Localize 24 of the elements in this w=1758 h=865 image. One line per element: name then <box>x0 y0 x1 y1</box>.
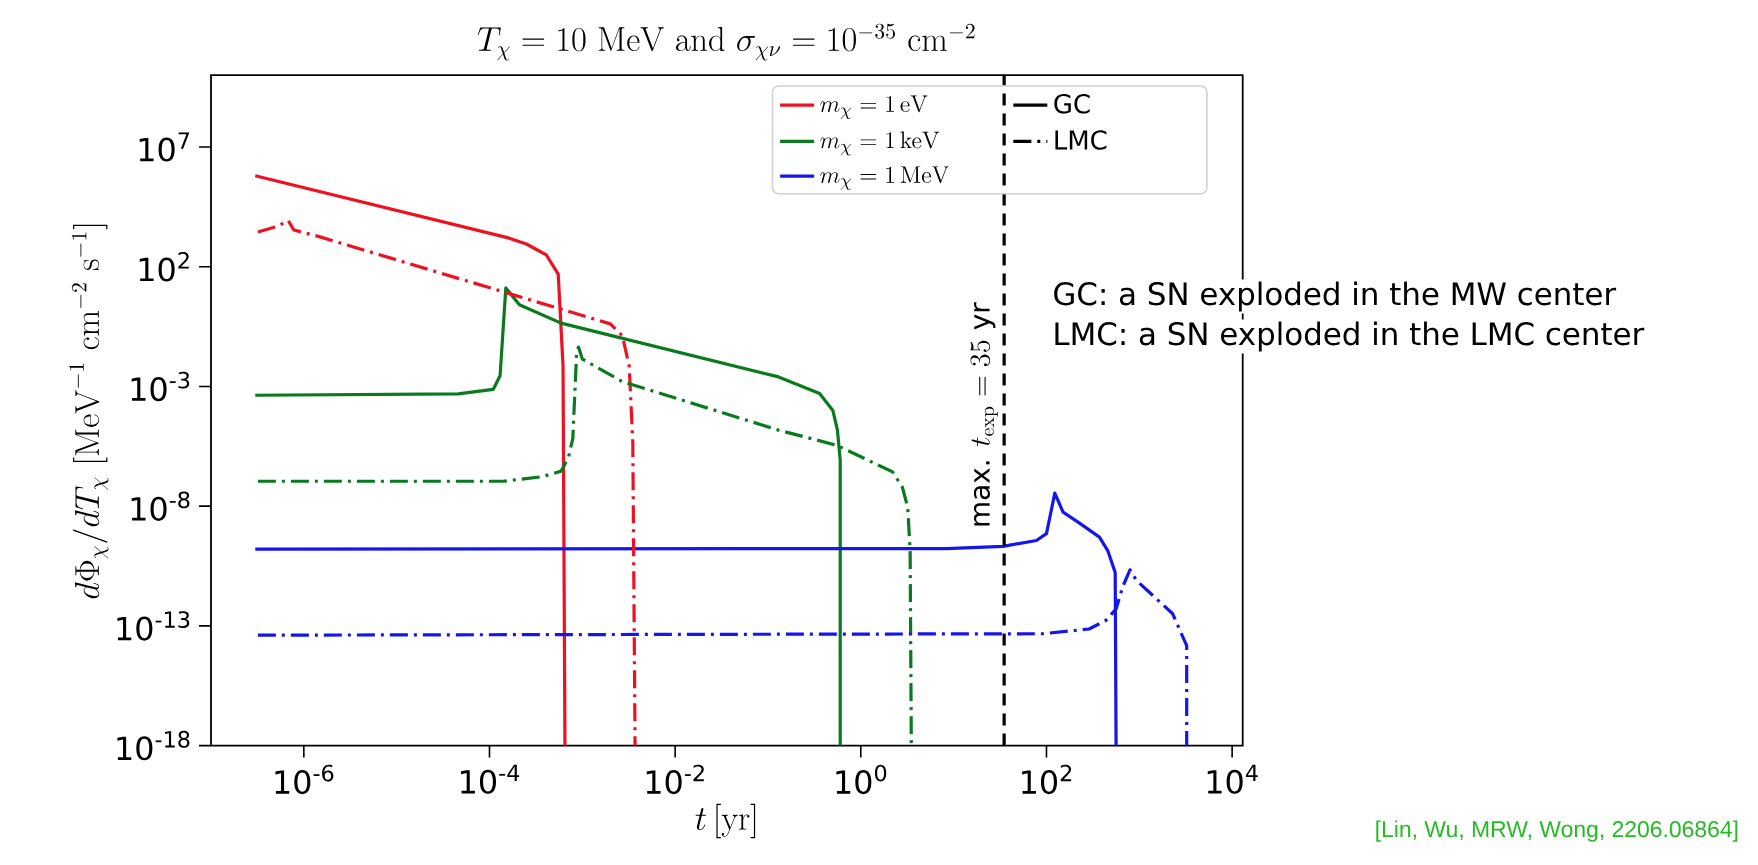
x-tick-label: 10$^{-4}$ <box>461 764 520 794</box>
ref-line-label: $\mbox{max. }t_{\mathrm{exp}} = 35\ \mbox{yr}$ <box>970 302 998 526</box>
annotation: LMC: a SN exploded in the LMC center <box>1055 321 1645 352</box>
legend-label: $m_\chi = 1\,\mathrm{MeV}$ <box>820 166 949 190</box>
chart-title: $T_\chi = 10\ \mathrm{MeV}\ \mathrm{and}\ \sigma_{\chi\nu} = 10^{-35}\ \mathrm{cm}^{-2}$ <box>477 23 975 61</box>
y-tick-label: 10$^{-18}$ <box>117 730 190 761</box>
x-tick-label: 10$^{4}$ <box>1207 764 1258 794</box>
y-tick-label: 10$^{7}$ <box>139 132 190 162</box>
legend-label: $m_\chi = 1\,\mathrm{eV}$ <box>820 95 928 120</box>
x-axis-title: $t\,[\mathrm{yr}]$ <box>695 803 756 839</box>
y-axis-title: $d\Phi_\chi/dT_\chi\ [\mathrm{MeV}^{-1}\ \mathrm{cm}^{-2}\ \mathrm{s}^{-1}]$ <box>69 224 109 599</box>
annotation: LMC <box>1055 130 1107 150</box>
y-tick-label: 10$^{-8}$ <box>131 491 190 521</box>
annotation: GC: a SN exploded in the MW center <box>1054 281 1617 312</box>
y-tick-label: 10$^{-3}$ <box>131 371 190 402</box>
x-tick-label: 10$^{-6}$ <box>275 764 334 795</box>
x-tick-label: 10$^{2}$ <box>1022 764 1072 795</box>
y-tick-label: 10$^{2}$ <box>139 251 189 282</box>
x-tick-label: 10$^{0}$ <box>836 764 887 795</box>
legend-label: $m_\chi = 1\,\mathrm{keV}$ <box>820 131 940 156</box>
x-tick-label: 10$^{-2}$ <box>646 764 704 795</box>
y-tick-label: 10$^{-13}$ <box>117 611 190 641</box>
text: [Lin, Wu, MRW, Wong, 2206.06864] <box>1376 820 1738 842</box>
annotation: GC <box>1054 94 1090 114</box>
